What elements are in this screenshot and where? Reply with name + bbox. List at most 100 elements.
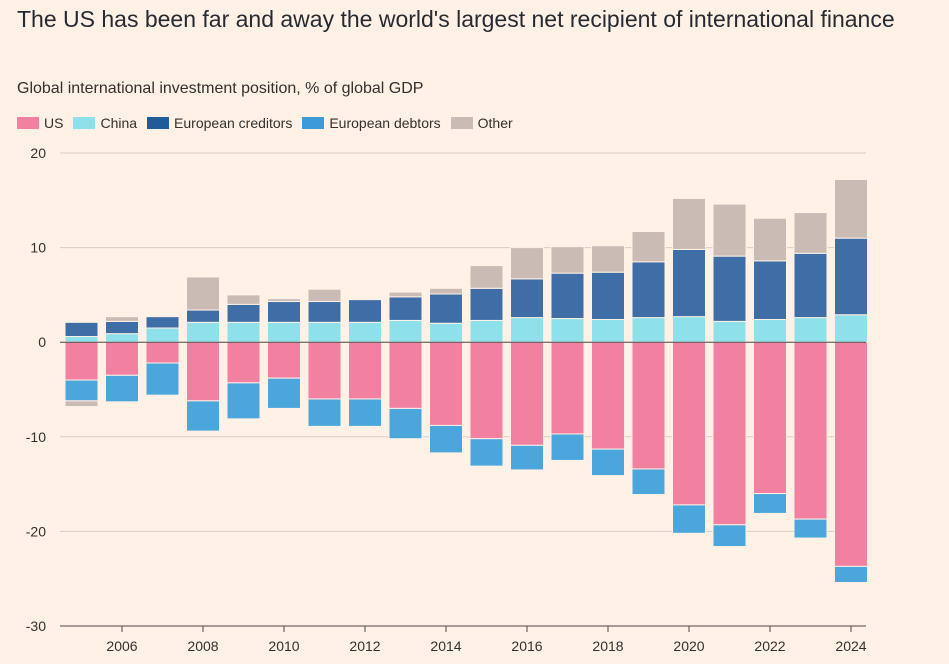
bar-european-creditors-2005	[64, 321, 99, 338]
bar-other-2017	[550, 246, 585, 274]
bar-european-creditors-2015	[469, 287, 504, 321]
bar-european-debtors-2013	[388, 407, 423, 440]
bar-european-debtors-2021	[712, 524, 747, 548]
bar-european-creditors-2011	[307, 301, 342, 323]
bar-european-debtors-2016	[510, 444, 544, 471]
bar-us-2018	[591, 341, 625, 450]
bar-european-debtors-2014	[429, 424, 463, 454]
bar-china-2020	[672, 316, 706, 343]
legend-swatch-us	[17, 117, 39, 129]
y-tick-label--20: -20	[26, 523, 46, 539]
bar-us-2005	[64, 341, 99, 381]
bar-european-creditors-2021	[712, 255, 747, 322]
bar-european-creditors-2014	[429, 293, 463, 324]
y-tick-label--10: -10	[26, 429, 46, 445]
y-tick-label-20: 20	[30, 145, 46, 161]
bar-other-2018	[591, 245, 625, 273]
bar-us-2012	[348, 341, 382, 400]
bar-china-2011	[307, 321, 342, 343]
bar-us-2017	[550, 341, 585, 435]
legend-swatch-other	[450, 117, 473, 129]
y-tick-label-0: 0	[38, 334, 46, 350]
bar-us-2010	[267, 341, 301, 379]
legend-swatch-european-debtors	[302, 117, 325, 129]
bar-china-2017	[550, 318, 585, 343]
x-tick-label-2014: 2014	[430, 638, 461, 654]
bar-us-2023	[793, 341, 828, 520]
bar-european-creditors-2013	[388, 296, 423, 321]
chart-subtitle: Global international investment position…	[17, 80, 424, 97]
zero-line-group	[60, 341, 866, 627]
x-tick-label-2016: 2016	[511, 638, 542, 654]
bar-european-debtors-2022	[753, 493, 787, 514]
bars	[64, 178, 868, 583]
bar-european-debtors-2015	[469, 438, 504, 467]
bar-other-2011	[307, 288, 342, 303]
bar-european-debtors-2023	[793, 518, 828, 539]
x-tick-label-2010: 2010	[268, 638, 299, 654]
bar-european-debtors-2008	[186, 400, 220, 432]
bar-china-2006	[105, 333, 139, 343]
bar-china-2014	[429, 322, 463, 343]
bar-european-creditors-2010	[267, 301, 301, 323]
legend-item-other: Other	[450, 115, 513, 131]
bar-china-2007	[145, 327, 180, 343]
bar-european-debtors-2007	[145, 362, 180, 396]
bar-european-debtors-2019	[631, 468, 666, 496]
bar-european-creditors-2017	[550, 272, 585, 320]
bar-european-creditors-2012	[348, 299, 382, 323]
bar-european-debtors-2018	[591, 448, 625, 477]
x-tick-label-2008: 2008	[187, 638, 218, 654]
legend-label-us: US	[44, 115, 64, 131]
bar-other-2010	[267, 298, 301, 303]
bar-china-2013	[388, 319, 423, 343]
bar-other-2021	[712, 203, 747, 257]
legend-label-other: Other	[477, 115, 513, 131]
y-tick-label--30: -30	[26, 618, 46, 634]
bar-other-2024	[834, 178, 868, 239]
bar-european-creditors-2022	[753, 260, 787, 320]
chart-title: The US has been far and away the world's…	[17, 6, 895, 32]
bar-european-debtors-2020	[672, 504, 706, 534]
bar-other-2020	[672, 197, 706, 250]
legend-label-european-debtors: European debtors	[329, 115, 441, 131]
bar-european-debtors-2005	[64, 379, 99, 402]
x-tick-label-2020: 2020	[673, 638, 704, 654]
bar-other-2023	[793, 212, 828, 254]
x-axis-ticks: 2006 2008 2010 2012 2014 2016 2018 2020 2022 2024	[106, 626, 867, 654]
bar-us-2022	[753, 341, 787, 495]
bar-china-2010	[267, 321, 301, 343]
bar-european-creditors-2016	[510, 278, 544, 319]
legend-swatch-china	[73, 117, 96, 129]
legend-label-european-creditors: European creditors	[174, 115, 293, 131]
bar-china-2018	[591, 318, 625, 343]
bar-us-2006	[105, 341, 139, 376]
bar-us-2007	[145, 341, 180, 364]
bar-european-debtors-2011	[307, 398, 342, 427]
x-tick-label-2012: 2012	[349, 638, 380, 654]
bar-european-creditors-2007	[145, 316, 180, 329]
bar-us-2011	[307, 341, 342, 400]
bar-other-2013	[388, 291, 423, 298]
bar-european-creditors-2006	[105, 320, 139, 335]
bar-us-2008	[186, 341, 220, 402]
bar-european-creditors-2018	[591, 271, 625, 320]
bar-european-creditors-2020	[672, 248, 706, 318]
bar-china-2012	[348, 321, 382, 343]
legend: US China European creditors European deb…	[17, 115, 513, 131]
bar-european-debtors-2012	[348, 398, 382, 427]
bar-european-creditors-2019	[631, 261, 666, 319]
bar-us-2020	[672, 341, 706, 506]
bar-other-2015	[469, 265, 504, 289]
bar-china-2015	[469, 319, 504, 343]
bar-us-2021	[712, 341, 747, 526]
bar-china-2009	[226, 321, 261, 343]
x-tick-label-2022: 2022	[754, 638, 785, 654]
bar-china-2024	[834, 314, 868, 343]
legend-item-us: US	[17, 115, 63, 131]
bar-china-2022	[753, 318, 787, 343]
bar-european-debtors-2010	[267, 377, 301, 409]
bar-european-creditors-2023	[793, 252, 828, 319]
bar-us-2013	[388, 341, 423, 409]
bar-other-2019	[631, 231, 666, 263]
